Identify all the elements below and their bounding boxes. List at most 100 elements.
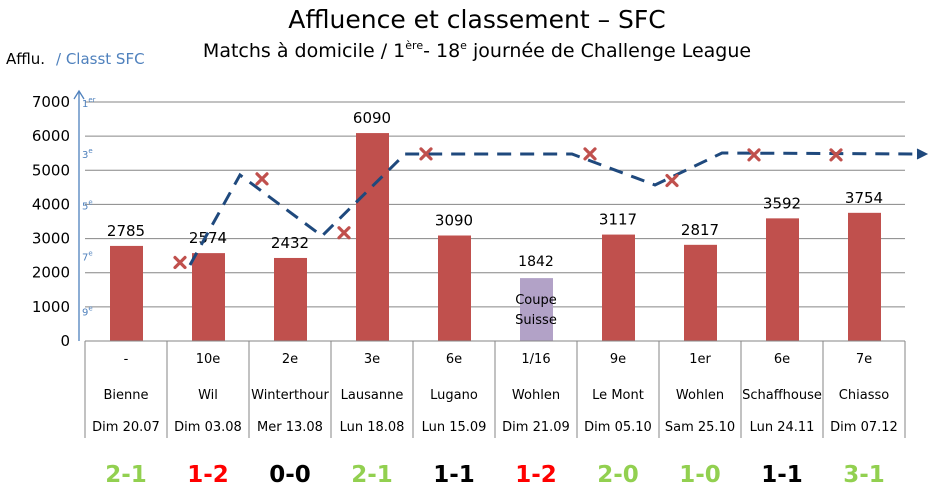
match-score: 1-0 — [679, 462, 721, 488]
bar-value-label: 6090 — [353, 109, 391, 127]
y-tick-label: 2000 — [32, 264, 70, 282]
opponent-name: Lugano — [430, 388, 478, 403]
rank-tick-label: 5e — [82, 198, 93, 212]
rank-marker — [583, 147, 597, 161]
bar-value-label: 2817 — [681, 221, 719, 239]
rank-marker — [829, 148, 843, 162]
match-score: 1-2 — [515, 462, 557, 488]
rank-marker — [173, 255, 187, 270]
opponent-rank: 10e — [196, 352, 221, 367]
category-lausanne: 3e Lausanne Lun 18.08 2-1 — [340, 352, 405, 488]
match-date: Lun 15.09 — [422, 420, 487, 435]
opponent-name: Winterthour — [251, 388, 329, 403]
attendance-bar — [274, 257, 307, 341]
category-bienne: - Bienne Dim 20.07 2-1 — [92, 352, 160, 488]
match-score: 2-0 — [597, 462, 639, 488]
match-date: Dim 20.07 — [92, 420, 160, 435]
attendance-bar — [602, 234, 635, 341]
rank-tick-label: 1er — [82, 96, 96, 110]
opponent-rank: 9e — [610, 352, 626, 367]
category-wohlen: 1er Wohlen Sam 25.10 1-0 — [665, 352, 735, 488]
match-score: 2-1 — [105, 462, 147, 488]
opponent-rank: - — [124, 352, 129, 367]
match-date: Lun 18.08 — [340, 420, 405, 435]
rank-tick-label: 7e — [82, 250, 93, 264]
y-tick-label: 7000 — [32, 93, 70, 111]
bar-value-label: 2432 — [271, 234, 309, 252]
chart-subtitle: Matchs à domicile / 1ère- 18e journée de… — [203, 39, 751, 62]
rank-tick-label: 3e — [82, 147, 93, 161]
match-score: 0-0 — [269, 462, 311, 488]
attendance-bar — [766, 218, 799, 341]
rank-marker — [665, 173, 679, 188]
bar-value-label: 3592 — [763, 194, 801, 212]
match-score: 1-1 — [433, 462, 475, 488]
bar-value-label: 2574 — [189, 229, 227, 247]
opponent-name: Le Mont — [592, 388, 644, 403]
rank-line — [188, 151, 926, 266]
y-tick-label: 6000 — [32, 127, 70, 145]
rank-tick-label: 9e — [82, 304, 93, 318]
cup-label: Coupe — [515, 293, 557, 308]
rank-marker — [747, 148, 761, 162]
attendance-bar — [438, 235, 471, 341]
opponent-name: Schaffhouse — [742, 388, 822, 403]
match-date: Dim 03.08 — [174, 420, 242, 435]
opponent-name: Wohlen — [676, 388, 724, 403]
opponent-name: Wil — [198, 388, 218, 403]
y-tick-label: 5000 — [32, 161, 70, 179]
opponent-name: Chiasso — [839, 388, 889, 403]
y-tick-label: 0 — [60, 332, 70, 350]
match-date: Mer 13.08 — [257, 420, 323, 435]
opponent-rank: 3e — [364, 352, 380, 367]
bar-value-label: 3754 — [845, 189, 883, 207]
rank-axis-arrow-icon — [73, 89, 85, 100]
category-winterthour: 2e Winterthour Mer 13.08 0-0 — [251, 352, 329, 488]
category-wohlen: 1/16 Wohlen Dim 21.09 1-2 — [502, 352, 570, 488]
cup-label: Suisse — [515, 313, 557, 328]
attendance-bar — [110, 245, 143, 341]
cup-bar — [520, 278, 553, 341]
chart-title: Affluence et classement – SFC — [288, 5, 665, 34]
opponent-rank: 1er — [689, 352, 711, 367]
category-le-mont: 9e Le Mont Dim 05.10 2-0 — [584, 352, 652, 488]
opponent-rank: 7e — [856, 352, 872, 367]
opponent-rank: 1/16 — [521, 352, 550, 367]
rank-marker — [255, 172, 269, 186]
match-date: Dim 07.12 — [830, 420, 898, 435]
rank-marker — [419, 147, 433, 161]
opponent-rank: 2e — [282, 352, 298, 367]
attendance-bar — [684, 244, 717, 341]
y-axis-label: Afflu. — [6, 50, 45, 68]
y-tick-label: 3000 — [32, 230, 70, 248]
match-date: Lun 24.11 — [750, 420, 815, 435]
attendance-bar — [192, 253, 225, 341]
attendance-bar — [848, 212, 881, 341]
category-lugano: 6e Lugano Lun 15.09 1-1 — [422, 352, 487, 488]
match-score: 1-2 — [187, 462, 229, 488]
y2-axis-label: / Classt SFC — [56, 50, 145, 68]
bar-value-label: 1842 — [518, 254, 554, 270]
match-date: Dim 21.09 — [502, 420, 570, 435]
bar-value-label: 3117 — [599, 211, 637, 229]
match-date: Dim 05.10 — [584, 420, 652, 435]
bar-value-label: 3090 — [435, 211, 473, 229]
y-tick-label: 4000 — [32, 195, 70, 213]
rank-arrow-icon — [916, 148, 929, 160]
category-chiasso: 7e Chiasso Dim 07.12 3-1 — [830, 352, 898, 488]
attendance-bar — [356, 133, 389, 341]
match-score: 1-1 — [761, 462, 803, 488]
bar-value-label: 2785 — [107, 222, 145, 240]
y-tick-label: 1000 — [32, 298, 70, 316]
opponent-name: Lausanne — [341, 388, 404, 403]
opponent-name: Bienne — [103, 388, 148, 403]
match-score: 2-1 — [351, 462, 393, 488]
opponent-rank: 6e — [774, 352, 790, 367]
category-wil: 10e Wil Dim 03.08 1-2 — [174, 352, 242, 488]
match-score: 3-1 — [843, 462, 885, 488]
opponent-name: Wohlen — [512, 388, 560, 403]
rank-marker — [337, 226, 351, 240]
match-date: Sam 25.10 — [665, 420, 735, 435]
